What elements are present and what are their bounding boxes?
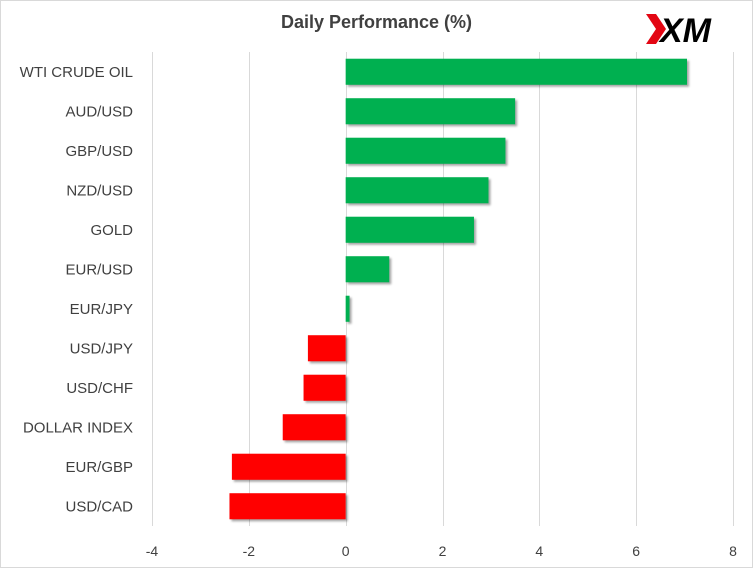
category-label: USD/CAD	[65, 498, 133, 515]
category-label: USD/JPY	[70, 340, 133, 357]
x-tick-labels: -4 -2 0 2 4 6 8	[146, 543, 737, 559]
bar	[282, 414, 346, 441]
category-label: EUR/GBP	[65, 459, 133, 476]
category-label: NZD/USD	[66, 182, 133, 199]
category-label: EUR/JPY	[70, 301, 133, 318]
x-tick-label: 6	[632, 543, 640, 559]
chart-title: Daily Performance (%)	[280, 12, 473, 32]
xm-logo: XM	[646, 12, 712, 50]
xm-logo-accent	[646, 14, 666, 44]
category-label: GOLD	[90, 222, 133, 239]
bar	[345, 256, 390, 283]
bar	[229, 493, 346, 520]
category-label: USD/CHF	[66, 380, 133, 397]
x-tick-label: 8	[729, 543, 737, 559]
x-tick-label: 2	[439, 543, 447, 559]
bar	[231, 453, 346, 480]
bar	[345, 98, 516, 125]
bar	[345, 137, 506, 164]
bar	[345, 216, 474, 243]
bar	[345, 177, 489, 204]
gridlines	[152, 52, 734, 526]
x-tick-label: 0	[342, 543, 350, 559]
bars	[229, 58, 688, 520]
bar	[303, 374, 346, 401]
bar	[345, 295, 350, 322]
x-tick-label: -2	[243, 543, 256, 559]
category-label: DOLLAR INDEX	[23, 419, 133, 436]
category-label: AUD/USD	[65, 103, 133, 120]
category-label: WTI CRUDE OIL	[20, 64, 133, 81]
category-label: GBP/USD	[65, 143, 133, 160]
x-tick-label: -4	[146, 543, 159, 559]
xm-logo-text: XM	[658, 12, 712, 50]
category-labels: WTI CRUDE OIL AUD/USD GBP/USD NZD/USD GOLD EU…	[20, 64, 134, 516]
bar	[345, 58, 688, 85]
x-tick-label: 4	[535, 543, 543, 559]
bar	[307, 335, 346, 362]
category-label: EUR/USD	[65, 261, 133, 278]
